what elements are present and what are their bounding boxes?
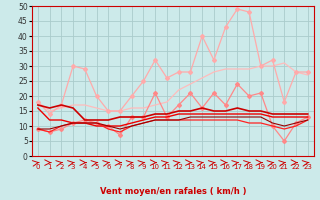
X-axis label: Vent moyen/en rafales ( km/h ): Vent moyen/en rafales ( km/h ): [100, 187, 246, 196]
